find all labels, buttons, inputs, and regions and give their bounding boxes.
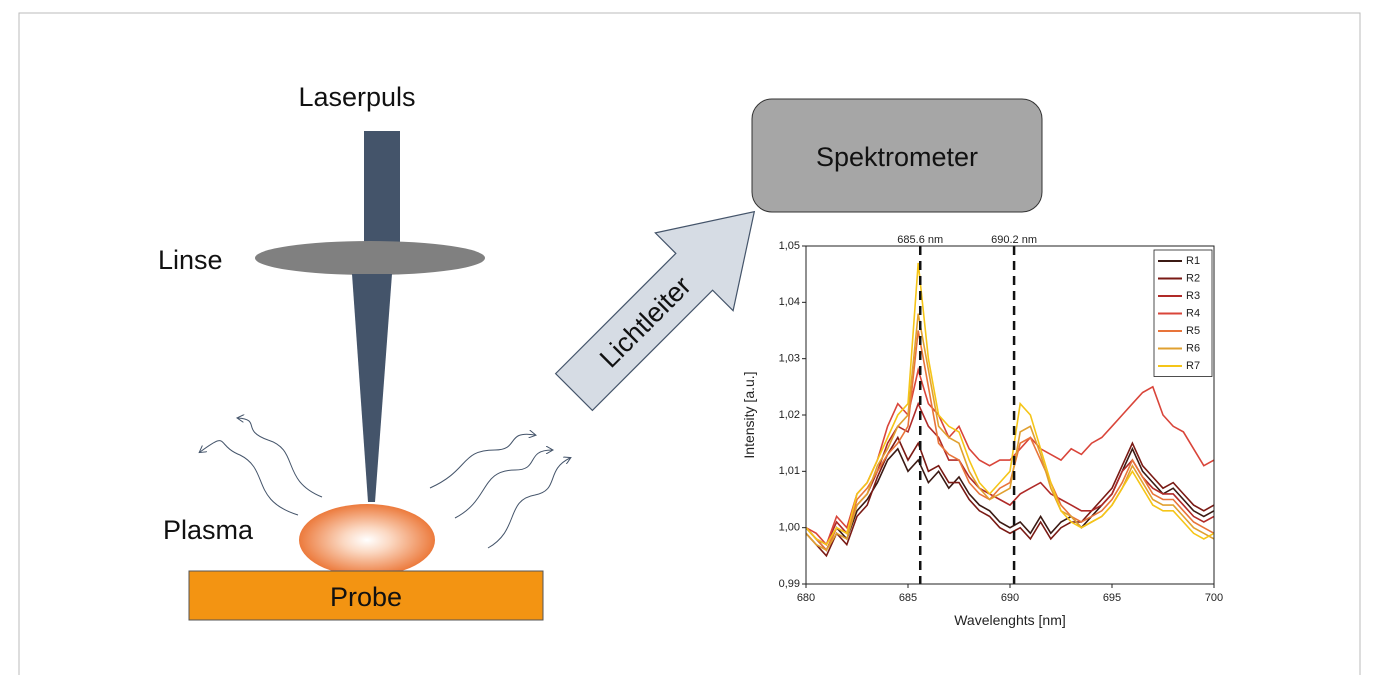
x-tick-label: 695 [1103, 592, 1121, 604]
y-tick-label: 1,01 [779, 465, 800, 477]
legend-label: R6 [1186, 342, 1200, 354]
y-tick-label: 1,04 [779, 296, 800, 308]
y-tick-label: 0,99 [779, 578, 800, 590]
laser-label: Laserpuls [298, 82, 415, 112]
y-tick-label: 1,03 [779, 353, 800, 365]
sample-label: Probe [330, 582, 402, 612]
plasma [299, 504, 435, 576]
spectrometer-label: Spektrometer [816, 142, 978, 172]
y-tick-label: 1,05 [779, 240, 800, 252]
x-axis-label: Wavelenghts [nm] [954, 612, 1066, 628]
focused-beam [352, 274, 392, 502]
series-line [806, 263, 1214, 545]
figure: Probe Laserpuls Linse Plasma Lichtleiter… [0, 0, 1373, 675]
legend-label: R1 [1186, 255, 1200, 267]
series-line [806, 331, 1214, 551]
series-line [806, 370, 1214, 545]
legend-label: R7 [1186, 360, 1200, 372]
x-tick-label: 680 [797, 592, 815, 604]
chart: 0,99 1,00 1,01 1,02 1,03 1,04 1,05 680 685 690 695… [741, 234, 1223, 628]
marker-label: 690.2 nm [991, 234, 1037, 246]
marker-label: 685.6 nm [897, 234, 943, 246]
series-line [806, 404, 1214, 545]
lens [255, 241, 485, 275]
y-tick-label: 1,00 [779, 522, 800, 534]
legend-label: R5 [1186, 325, 1200, 337]
lens-label: Linse [158, 245, 223, 275]
legend-label: R2 [1186, 272, 1200, 284]
x-tick-label: 700 [1205, 592, 1223, 604]
series-line [806, 314, 1214, 551]
y-tick-label: 1,02 [779, 409, 800, 421]
series-line [806, 438, 1214, 556]
x-tick-label: 690 [1001, 592, 1019, 604]
legend-label: R3 [1186, 290, 1200, 302]
legend-label: R4 [1186, 307, 1200, 319]
x-tick-label: 685 [899, 592, 917, 604]
y-axis-label: Intensity [a.u.] [741, 371, 757, 458]
plasma-label: Plasma [163, 515, 254, 545]
